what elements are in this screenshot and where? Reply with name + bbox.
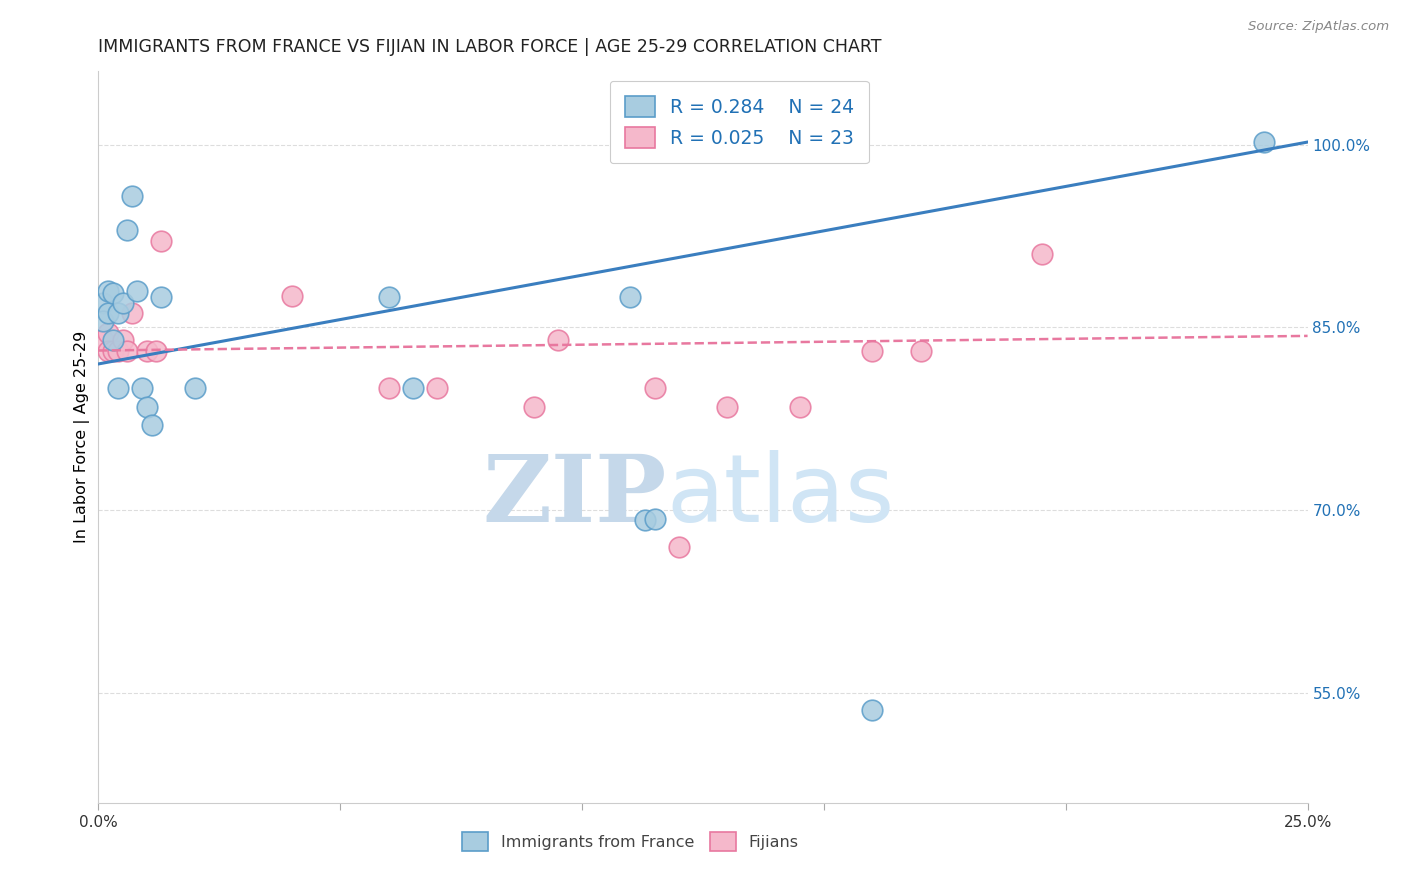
Point (547, 333, 569, 347)
Point (111, 296, 134, 310)
Point (101, 286, 124, 301)
Text: atlas: atlas (666, 450, 896, 541)
Point (121, 306, 143, 320)
Point (117, 223, 139, 237)
Text: IMMIGRANTS FROM FRANCE VS FIJIAN IN LABOR FORCE | AGE 25-29 CORRELATION CHART: IMMIGRANTS FROM FRANCE VS FIJIAN IN LABO… (98, 38, 882, 56)
Point (97, 306, 120, 320)
Point (107, 343, 129, 358)
Point (97, 284, 120, 298)
Point (91, 296, 114, 310)
Point (107, 381, 129, 395)
Point (634, 513, 657, 527)
Point (135, 343, 157, 358)
Text: ZIP: ZIP (482, 450, 666, 541)
Y-axis label: In Labor Force | Age 25-29: In Labor Force | Age 25-29 (75, 331, 90, 543)
Point (910, 343, 932, 358)
Point (644, 512, 666, 526)
Point (111, 333, 134, 347)
Point (101, 333, 124, 347)
Point (523, 400, 546, 414)
Point (1031, 247, 1053, 261)
Point (281, 288, 304, 302)
Point (145, 343, 167, 358)
Point (377, 381, 399, 395)
Point (150, 234, 173, 248)
Point (1253, 135, 1275, 149)
Point (150, 290, 173, 304)
Legend: Immigrants from France, Fijians: Immigrants from France, Fijians (456, 826, 804, 857)
Point (141, 417, 163, 432)
Point (135, 400, 157, 414)
Point (619, 290, 641, 304)
Point (91, 333, 114, 347)
Point (97, 326, 120, 341)
Point (860, 703, 883, 717)
Point (860, 343, 883, 358)
Point (426, 381, 449, 395)
Text: Source: ZipAtlas.com: Source: ZipAtlas.com (1249, 20, 1389, 33)
Point (377, 290, 399, 304)
Point (127, 284, 149, 298)
Point (716, 400, 738, 414)
Point (117, 343, 139, 358)
Point (131, 381, 153, 395)
Point (97, 343, 120, 358)
Point (184, 381, 207, 395)
Point (668, 540, 690, 554)
Point (91, 314, 114, 328)
Point (789, 400, 811, 414)
Point (107, 306, 129, 320)
Point (402, 381, 425, 395)
Point (644, 381, 666, 395)
Point (101, 343, 124, 358)
Point (121, 188, 143, 202)
